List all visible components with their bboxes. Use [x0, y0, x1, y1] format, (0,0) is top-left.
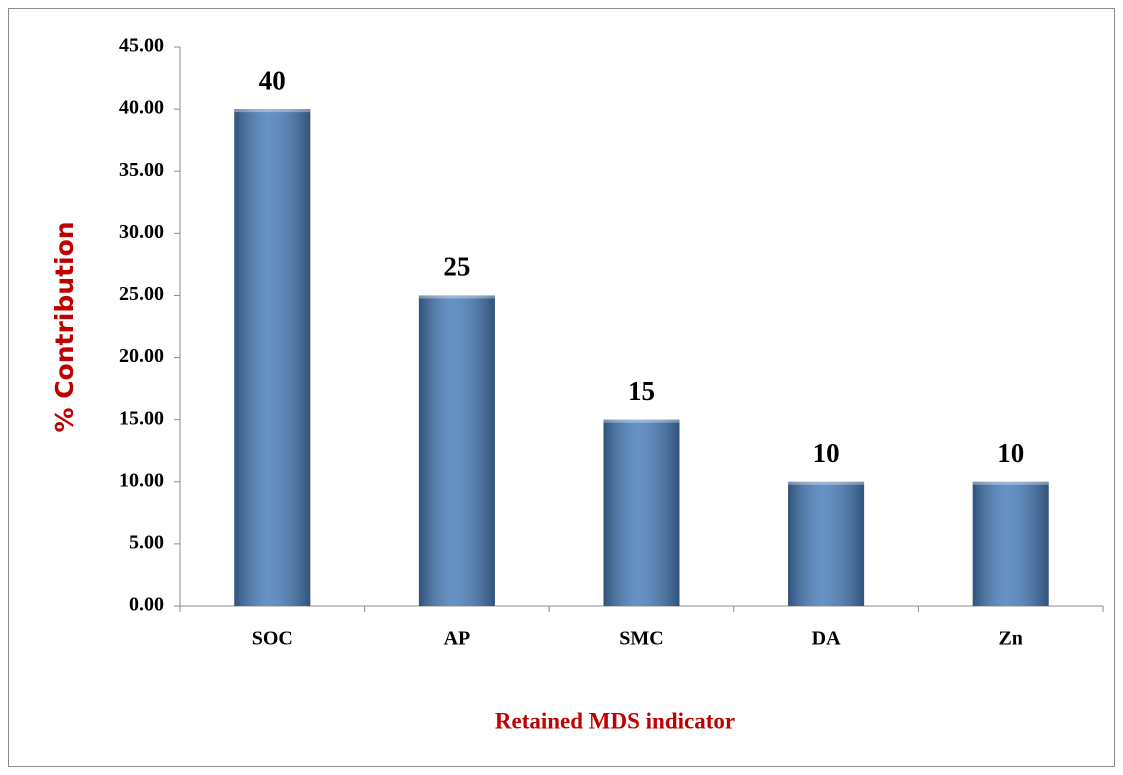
x-tick-label: SMC — [619, 628, 663, 650]
y-tick-label: 25.00 — [119, 283, 164, 305]
chart-border — [8, 8, 1115, 767]
y-tick-label: 30.00 — [119, 221, 164, 243]
y-tick-label: 45.00 — [119, 35, 164, 57]
data-label: 40 — [259, 65, 286, 95]
bar-shade — [788, 481, 865, 606]
y-tick-label: 20.00 — [119, 345, 164, 367]
y-tick-label: 15.00 — [119, 407, 164, 429]
x-axis-title: Retained MDS indicator — [495, 708, 735, 733]
y-tick-label: 5.00 — [129, 531, 164, 553]
bar-highlight — [234, 109, 311, 113]
bar-highlight — [418, 295, 495, 299]
bar-highlight — [603, 419, 680, 423]
x-tick-label: DA — [812, 628, 841, 650]
y-tick-label: 35.00 — [119, 159, 164, 181]
bar-shade — [972, 481, 1049, 606]
bar-shade — [234, 109, 311, 606]
y-tick-label: 10.00 — [119, 469, 164, 491]
y-tick-label: 40.00 — [119, 97, 164, 119]
data-label: 15 — [628, 376, 655, 406]
x-tick-label: SOC — [252, 628, 293, 650]
y-axis-title: % Contribution — [50, 221, 79, 432]
data-label: 10 — [997, 438, 1024, 468]
data-label: 10 — [813, 438, 840, 468]
bar-highlight — [788, 481, 865, 485]
bar-shade — [603, 419, 680, 606]
data-label: 25 — [443, 252, 470, 282]
x-tick-label: AP — [444, 628, 471, 650]
y-tick-label: 0.00 — [129, 594, 164, 616]
bar-highlight — [972, 481, 1049, 485]
x-tick-label: Zn — [998, 628, 1022, 650]
bar-shade — [418, 295, 495, 606]
